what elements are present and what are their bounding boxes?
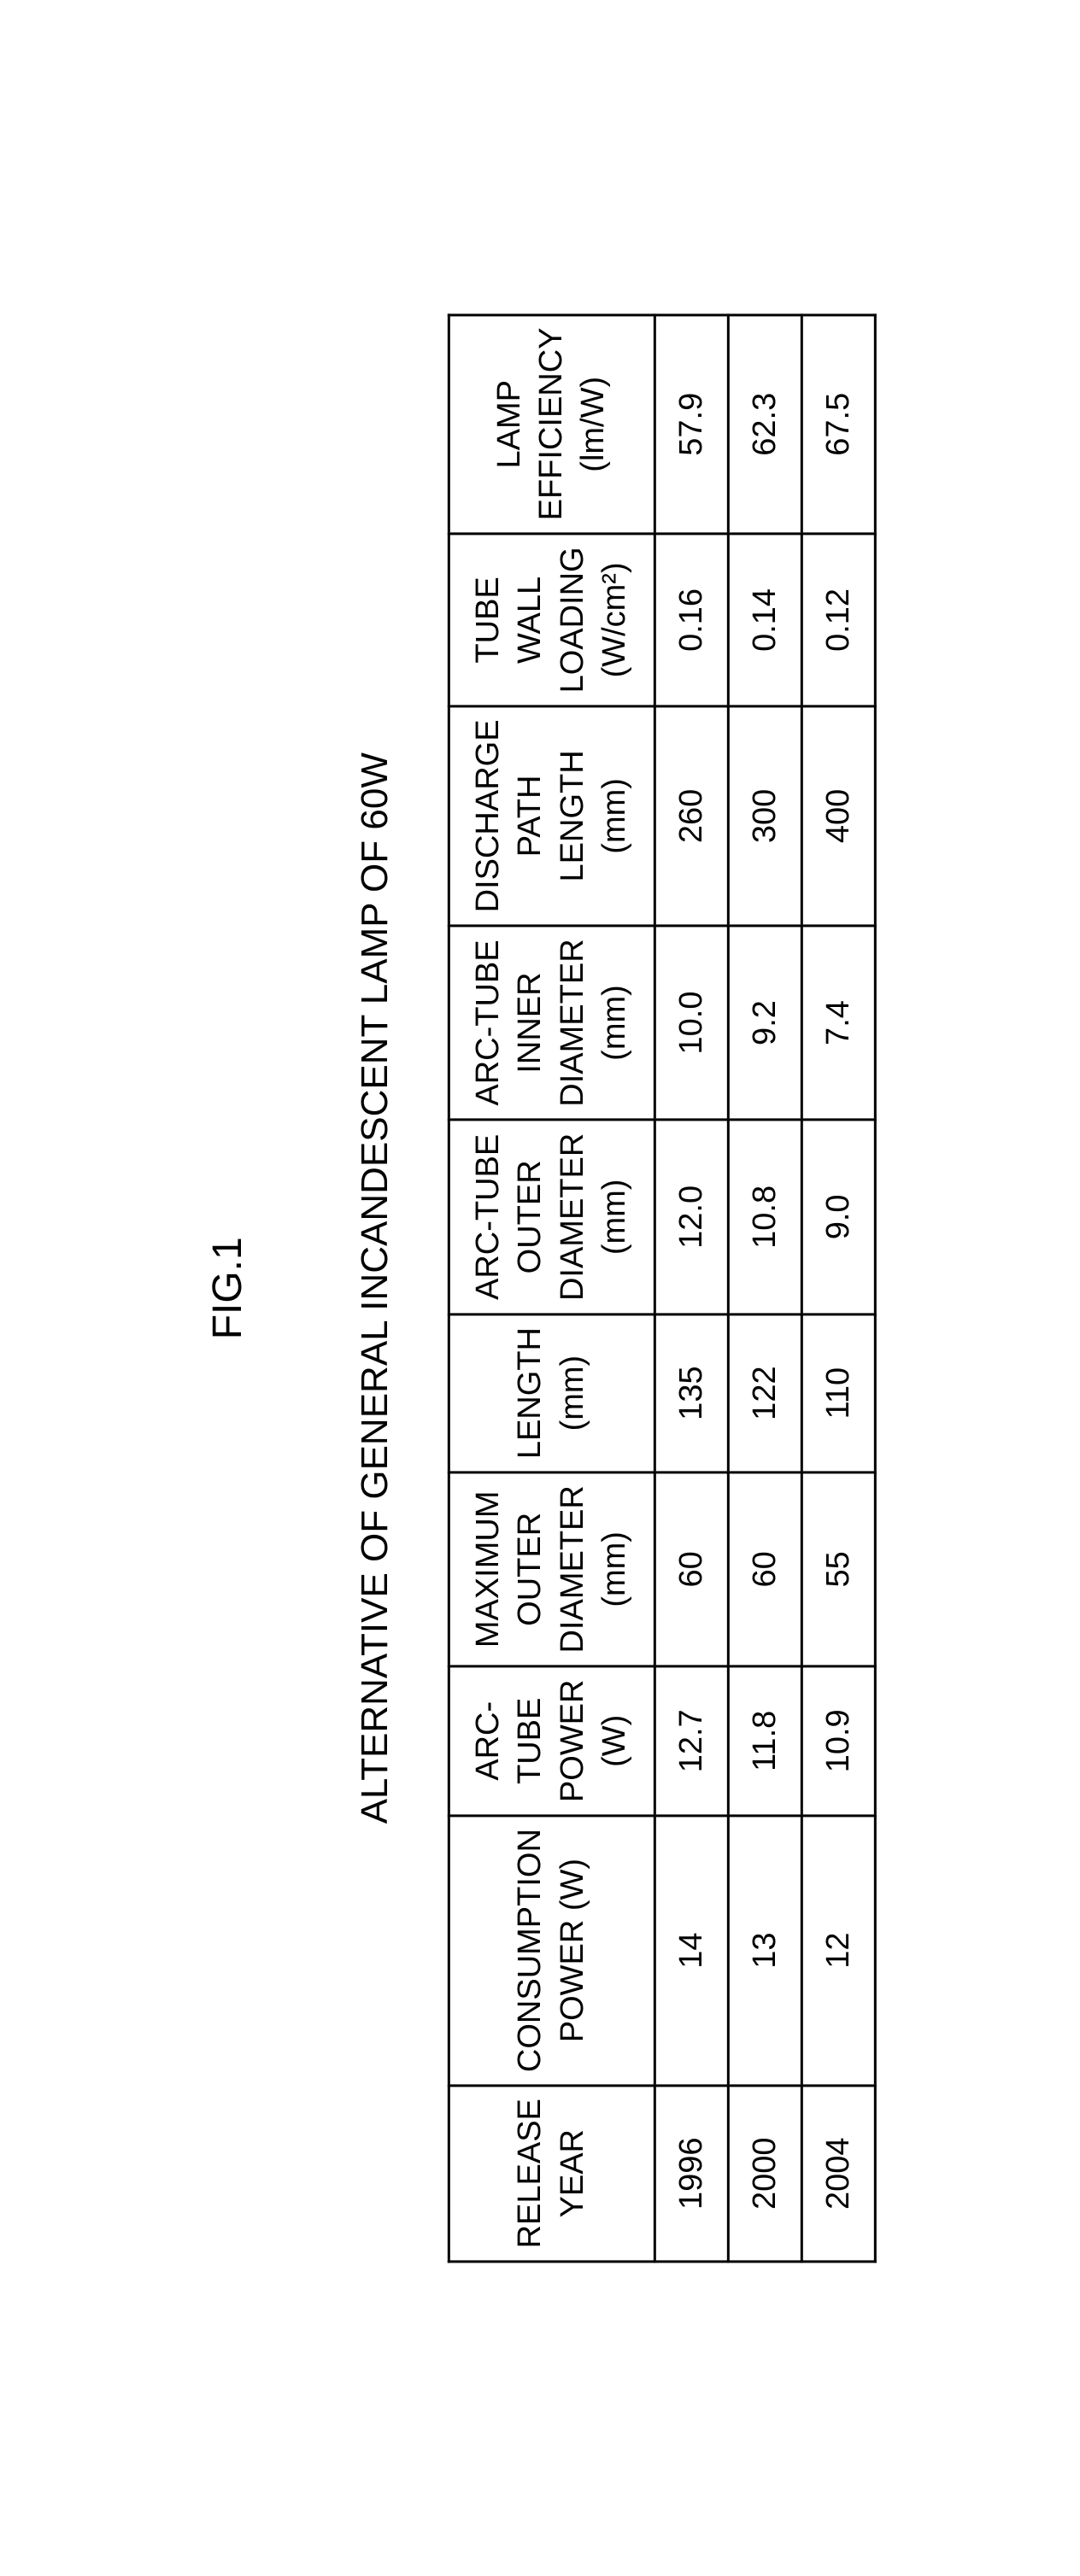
column-header-arctube-outer-diameter: ARC-TUBE OUTER DIAMETER (mm) [449,1120,654,1314]
cell-tube-wall-loading: 0.16 [654,534,728,706]
cell-discharge-path-length: 260 [654,706,728,926]
cell-tube-wall-loading: 0.12 [801,534,875,706]
table-row: 1996 14 12.7 60 135 12.0 10.0 260 0.16 5… [654,314,728,2261]
cell-max-outer-diameter: 60 [728,1472,801,1666]
cell-arctube-inner-diameter: 9.2 [728,926,801,1120]
cell-arctube-power: 11.8 [728,1666,801,1816]
cell-arctube-outer-diameter: 12.0 [654,1120,728,1314]
cell-length: 110 [801,1314,875,1472]
table-header-row: RELEASE YEAR CONSUMPTION POWER (W) ARC-T… [449,314,654,2261]
cell-arctube-inner-diameter: 10.0 [654,926,728,1120]
column-header-tube-wall-loading: TUBE WALL LOADING (W/cm²) [449,534,654,706]
table-row: 2000 13 11.8 60 122 10.8 9.2 300 0.14 62… [728,314,801,2261]
table-header: RELEASE YEAR CONSUMPTION POWER (W) ARC-T… [449,314,654,2261]
cell-consumption-power: 13 [728,1815,801,2085]
page-container: FIG.1 ALTERNATIVE OF GENERAL INCANDESCEN… [0,0,1080,2576]
cell-lamp-efficiency: 62.3 [728,314,801,533]
cell-max-outer-diameter: 60 [654,1472,728,1666]
column-header-consumption-power: CONSUMPTION POWER (W) [449,1815,654,2085]
column-header-discharge-path-length: DISCHARGE PATH LENGTH (mm) [449,706,654,926]
data-table: RELEASE YEAR CONSUMPTION POWER (W) ARC-T… [448,313,877,2263]
cell-discharge-path-length: 400 [801,706,875,926]
cell-discharge-path-length: 300 [728,706,801,926]
cell-length: 135 [654,1314,728,1472]
column-header-arctube-power: ARC-TUBE POWER (W) [449,1666,654,1816]
column-header-arctube-inner-diameter: ARC-TUBE INNER DIAMETER (mm) [449,926,654,1120]
table-row: 2004 12 10.9 55 110 9.0 7.4 400 0.12 67.… [801,314,875,2261]
cell-release-year: 2000 [728,2085,801,2261]
column-header-max-outer-diameter: MAXIMUM OUTER DIAMETER (mm) [449,1472,654,1666]
cell-consumption-power: 12 [801,1815,875,2085]
cell-arctube-inner-diameter: 7.4 [801,926,875,1120]
cell-tube-wall-loading: 0.14 [728,534,801,706]
cell-arctube-outer-diameter: 10.8 [728,1120,801,1314]
cell-max-outer-diameter: 55 [801,1472,875,1666]
cell-arctube-outer-diameter: 9.0 [801,1120,875,1314]
table-body: 1996 14 12.7 60 135 12.0 10.0 260 0.16 5… [654,314,875,2261]
cell-arctube-power: 12.7 [654,1666,728,1816]
cell-lamp-efficiency: 67.5 [801,314,875,533]
column-header-release-year: RELEASE YEAR [449,2085,654,2261]
cell-release-year: 1996 [654,2085,728,2261]
cell-length: 122 [728,1314,801,1472]
table-title: ALTERNATIVE OF GENERAL INCANDESCENT LAMP… [354,752,396,1824]
figure-label: FIG.1 [204,1237,251,1339]
column-header-lamp-efficiency: LAMP EFFICIENCY (lm/W) [449,314,654,533]
cell-release-year: 2004 [801,2085,875,2261]
cell-lamp-efficiency: 57.9 [654,314,728,533]
column-header-length: LENGTH (mm) [449,1314,654,1472]
cell-consumption-power: 14 [654,1815,728,2085]
cell-arctube-power: 10.9 [801,1666,875,1816]
rotated-content: FIG.1 ALTERNATIVE OF GENERAL INCANDESCEN… [204,313,877,2263]
